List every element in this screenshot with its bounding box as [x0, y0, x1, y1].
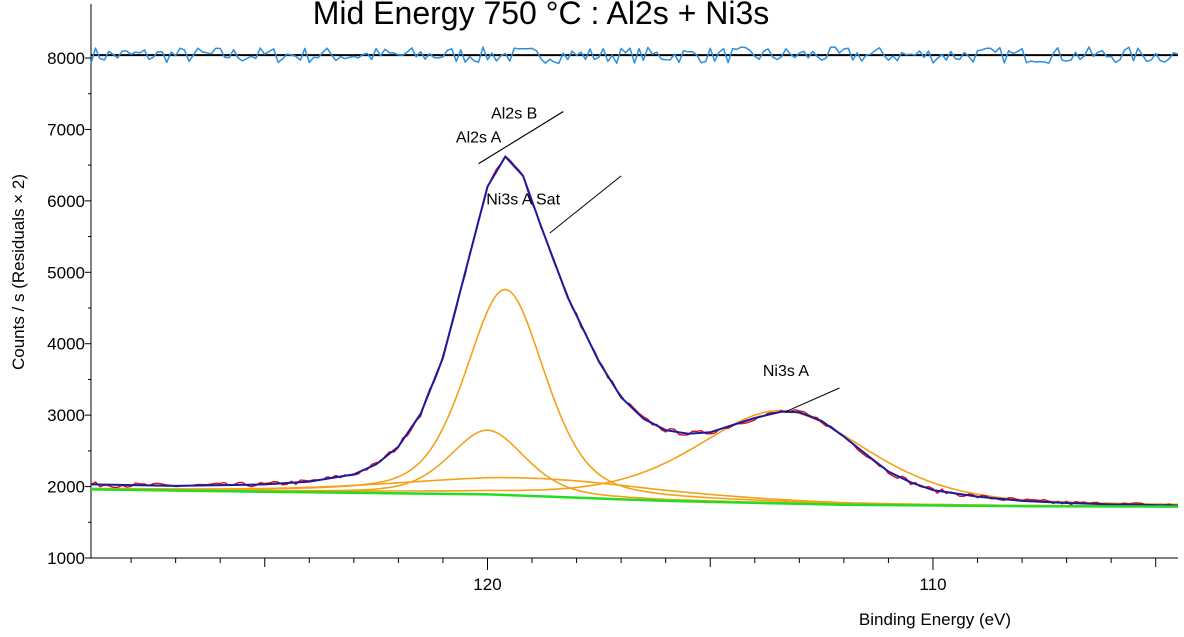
- data-line: [90, 155, 1179, 508]
- y-axis-label: Counts / s (Residuals × 2): [9, 174, 28, 370]
- curves: [90, 46, 1179, 508]
- annotation-leader: [478, 111, 564, 165]
- y-tick-label: 8000: [47, 49, 85, 68]
- annotation-label: Al2s A: [456, 129, 502, 146]
- annotation-label: Al2s B: [491, 106, 537, 123]
- y-tick-label: 3000: [47, 406, 85, 425]
- annotation-leader: [785, 387, 840, 413]
- y-tick-label: 7000: [47, 120, 85, 139]
- y-tick-label: 5000: [47, 263, 85, 282]
- background-line: [90, 488, 1179, 508]
- annotation-label: Ni3s A Sat: [486, 191, 560, 208]
- y-tick-label: 6000: [47, 192, 85, 211]
- x-axis-label: Binding Energy (eV): [859, 610, 1011, 629]
- chart-title: Mid Energy 750 °C : Al2s + Ni3s: [313, 0, 770, 31]
- axes: 1000 2000 3000 4000 5000 6000 7000 8000 120 110: [47, 4, 1178, 594]
- annotations: Al2s B Al2s A Ni3s A Sat Ni3s A: [456, 106, 840, 413]
- x-tick-label: 110: [919, 575, 946, 594]
- component-curve: [90, 429, 1178, 508]
- x-tick-label: 120: [473, 575, 501, 594]
- annotation-leader: [549, 175, 622, 234]
- envelope-line: [90, 155, 1179, 507]
- y-tick-label: 2000: [47, 478, 85, 497]
- component-curve: [91, 409, 1178, 506]
- y-tick-label: 1000: [47, 549, 85, 568]
- component-curve: [91, 288, 1178, 508]
- y-tick-label: 4000: [47, 335, 85, 354]
- residuals-line: [90, 46, 1179, 65]
- annotation-label: Ni3s A: [763, 363, 810, 380]
